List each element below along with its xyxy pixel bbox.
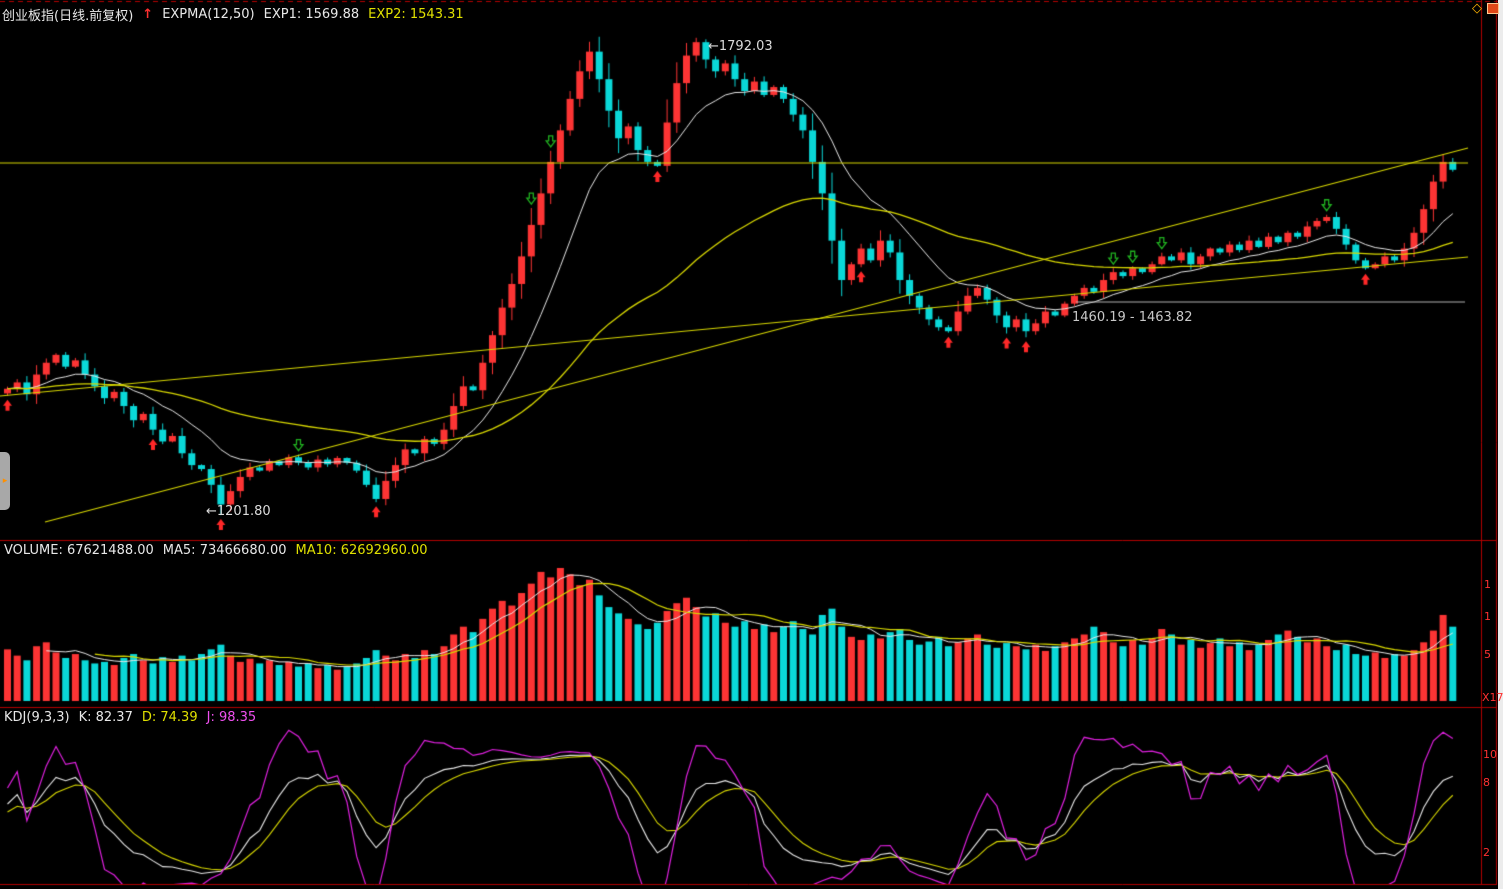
kdj-indicator-label[interactable]: KDJ(9,3,3) (4, 710, 70, 725)
diamond-icon[interactable]: ◇ (1472, 1, 1482, 16)
x-axis-label: X17 (1482, 691, 1503, 704)
volume-axis-tick-3: 5 (1484, 648, 1491, 661)
exp1-value: EXP1: 1569.88 (263, 7, 360, 22)
expma-indicator-label[interactable]: EXPMA(12,50) (162, 7, 255, 22)
buy-signal-arrow-icon: ↑ (142, 7, 154, 22)
peak-price-annotation: ←1792.03 (708, 39, 773, 54)
kdj-panel-header: KDJ(9,3,3) K: 82.37 D: 74.39 J: 98.35 (4, 710, 256, 725)
volume-axis-tick-2: 1 (1484, 610, 1491, 623)
window-edge-scrollbar[interactable] (1498, 0, 1503, 889)
gap-range-annotation: 1460.19 - 1463.82 (1072, 310, 1193, 325)
instrument-title[interactable]: 创业板指(日线.前复权) (2, 9, 134, 24)
kdj-k-value: K: 82.37 (78, 710, 133, 725)
kdj-axis-tick-2: 8 (1483, 776, 1490, 789)
kdj-j-value: J: 98.35 (206, 710, 257, 725)
volume-ma10-value: MA10: 62692960.00 (295, 543, 428, 558)
kdj-axis-tick-1: 10 (1483, 748, 1497, 761)
volume-value[interactable]: VOLUME: 67621488.00 (4, 543, 154, 558)
titlebar-icons: ◇ (1472, 1, 1499, 16)
panel-toggle-arrow-icon: ▸ (2, 476, 8, 486)
volume-axis-tick-1: 1 (1484, 578, 1491, 591)
main-chart-header: 创业板指(日线.前复权) ↑ EXPMA(12,50) EXP1: 1569.8… (2, 5, 464, 24)
kdj-d-value: D: 74.39 (141, 710, 198, 725)
exp2-value: EXP2: 1543.31 (368, 7, 464, 22)
volume-panel-header: VOLUME: 67621488.00 MA5: 73466680.00 MA1… (4, 543, 428, 558)
kdj-axis-tick-3: 2 (1483, 846, 1490, 859)
volume-ma5-value: MA5: 73466680.00 (162, 543, 287, 558)
sidebar-toggle-tab[interactable]: ▸ (0, 452, 10, 510)
low-price-annotation: ←1201.80 (206, 504, 271, 519)
window-box-icon[interactable] (1487, 3, 1499, 14)
